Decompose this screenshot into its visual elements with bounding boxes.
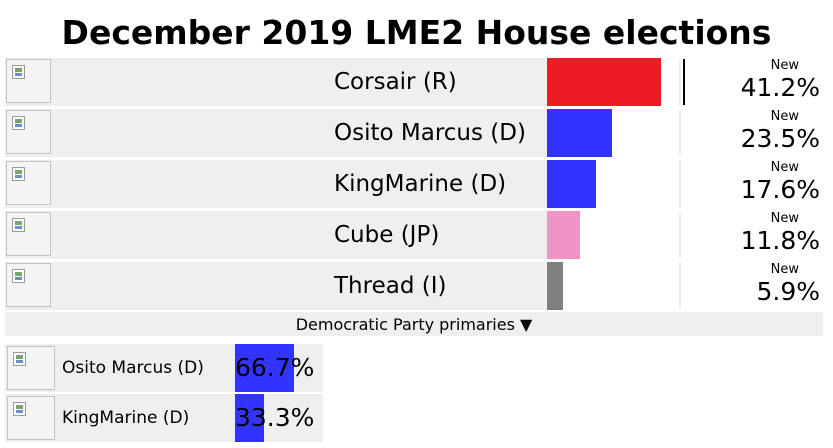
election-title: December 2019 LME2 House elections: [61, 13, 772, 52]
candidate-row: Thread (I) New 5.9%: [5, 262, 823, 310]
primary-row: Osito Marcus (D) 66.7%: [5, 344, 323, 392]
status-label: New: [770, 211, 799, 226]
primary-vote-bar: [235, 394, 265, 442]
candidate-image: [7, 346, 55, 390]
status-label: New: [770, 58, 799, 73]
vote-percent: 5.9%: [756, 277, 820, 306]
candidate-name: Cube (JP): [328, 211, 546, 259]
candidate-name: Osito Marcus (D): [328, 109, 546, 157]
vote-bar: [547, 160, 596, 208]
status-label: New: [770, 160, 799, 175]
vote-percent-cell: New 11.8%: [681, 211, 823, 259]
status-label: New: [770, 109, 799, 124]
vote-percent-cell: New 23.5%: [681, 109, 823, 157]
broken-image-icon: [13, 352, 26, 366]
vote-bar-cell: [547, 262, 679, 310]
candidate-row: Osito Marcus (D) New 23.5%: [5, 109, 823, 157]
blank-cell: [54, 160, 326, 208]
status-label: New: [770, 262, 799, 277]
vote-bar-cell: [547, 58, 679, 106]
primary-row: KingMarine (D) 33.3%: [5, 394, 323, 442]
vote-bar: [547, 109, 613, 157]
primary-vote-percent: 66.7%: [235, 353, 315, 382]
blank-cell: [54, 262, 326, 310]
candidate-row: KingMarine (D) New 17.6%: [5, 160, 823, 208]
candidate-name: KingMarine (D): [328, 160, 546, 208]
primary-candidate-name: Osito Marcus (D): [62, 358, 204, 378]
blank-cell: [54, 109, 326, 157]
candidate-row: Cube (JP) New 11.8%: [5, 211, 823, 259]
vote-bar: [547, 262, 564, 310]
majority-marker: [683, 59, 685, 105]
broken-image-icon: [12, 218, 25, 232]
primary-vote-percent: 33.3%: [235, 403, 315, 432]
vote-percent: 17.6%: [740, 175, 820, 204]
primary-bar-cell: 33.3%: [235, 394, 323, 442]
broken-image-icon: [12, 269, 25, 283]
vote-bar: [547, 58, 661, 106]
vote-percent-cell: New 17.6%: [681, 160, 823, 208]
vote-bar-cell: [547, 160, 679, 208]
candidate-row: Corsair (R) New 41.2%: [5, 58, 823, 106]
vote-percent: 23.5%: [740, 124, 820, 153]
candidate-image: [7, 396, 55, 440]
broken-image-icon: [13, 402, 26, 416]
blank-cell: [54, 211, 326, 259]
broken-image-icon: [12, 116, 25, 130]
vote-percent: 41.2%: [740, 73, 820, 102]
primaries-toggle[interactable]: Democratic Party primaries ▼: [5, 312, 823, 336]
candidate-image: [6, 263, 51, 307]
candidate-image: [6, 59, 51, 103]
primary-vote-bar: [235, 344, 294, 392]
candidate-name: Thread (I): [328, 262, 546, 310]
vote-percent: 11.8%: [740, 226, 820, 255]
candidate-image: [6, 212, 51, 256]
primary-candidate-name: KingMarine (D): [62, 408, 190, 428]
candidate-image: [6, 161, 51, 205]
vote-bar: [547, 211, 580, 259]
broken-image-icon: [12, 167, 25, 181]
vote-percent-cell: New 41.2%: [681, 58, 823, 106]
primary-bar-cell: 66.7%: [235, 344, 323, 392]
vote-percent-cell: New 5.9%: [681, 262, 823, 310]
vote-bar-cell: [547, 109, 679, 157]
broken-image-icon: [12, 65, 25, 79]
candidate-image: [6, 110, 51, 154]
candidate-name: Corsair (R): [328, 58, 546, 106]
vote-bar-cell: [547, 211, 679, 259]
blank-cell: [54, 58, 326, 106]
